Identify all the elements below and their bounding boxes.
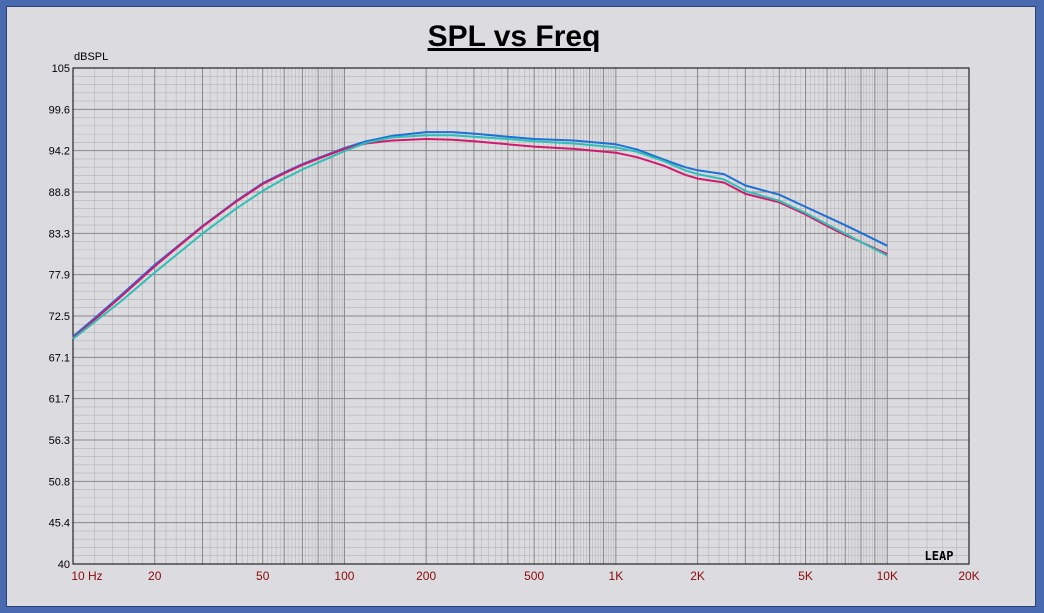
x-tick-label: 1K xyxy=(609,569,624,583)
chart-title: SPL vs Freq xyxy=(428,20,601,53)
y-tick-label: 50.8 xyxy=(49,476,70,488)
y-tick-label: 61.7 xyxy=(49,394,70,406)
y-tick-label: 88.8 xyxy=(49,187,70,199)
plot-border xyxy=(72,67,970,565)
x-tick-label: 20 xyxy=(148,569,162,583)
y-tick-label: 105 xyxy=(52,63,70,75)
x-tick-label: 50 xyxy=(256,569,270,583)
y-tick-label: 67.1 xyxy=(49,352,70,364)
x-tick-label: 2K xyxy=(690,569,705,583)
y-tick-label: 45.4 xyxy=(49,518,70,530)
y-tick-labels: 105 99.6 94.2 88.8 83.3 77.9 72.5 67.1 61.7 56.3 5… xyxy=(49,63,70,571)
chart-frame: SPL vs Freq dBSPL 105 99.6 94.2 88.8 83.3 77.… xyxy=(6,6,1036,607)
series-line-1 xyxy=(72,131,888,338)
y-tick-label: 72.5 xyxy=(49,311,70,323)
series-lines xyxy=(72,131,888,340)
x-tick-label: 20K xyxy=(958,569,979,583)
series-line-3 xyxy=(72,134,888,340)
x-tick-label: 10K xyxy=(877,569,898,583)
y-tick-label: 56.3 xyxy=(49,435,70,447)
x-tick-label: 10 Hz xyxy=(71,569,102,583)
y-tick-label: 77.9 xyxy=(49,270,70,282)
major-grid xyxy=(73,68,969,564)
x-tick-label: 200 xyxy=(416,569,436,583)
x-tick-label: 500 xyxy=(524,569,544,583)
y-tick-label: 83.3 xyxy=(49,228,70,240)
spl-chart: SPL vs Freq dBSPL 105 99.6 94.2 88.8 83.3 77.… xyxy=(49,20,980,583)
series-line-2 xyxy=(72,138,888,339)
leap-logo: LEAP xyxy=(925,549,954,563)
y-axis-label: dBSPL xyxy=(74,51,108,63)
x-tick-labels: 10 Hz 20 50 100 200 500 1K 2K 5K 10K 20K xyxy=(71,569,979,583)
y-tick-label: 94.2 xyxy=(49,146,70,158)
x-tick-label: 100 xyxy=(334,569,354,583)
x-tick-label: 5K xyxy=(798,569,813,583)
y-tick-label: 99.6 xyxy=(49,104,70,116)
y-tick-label: 40 xyxy=(58,559,70,571)
